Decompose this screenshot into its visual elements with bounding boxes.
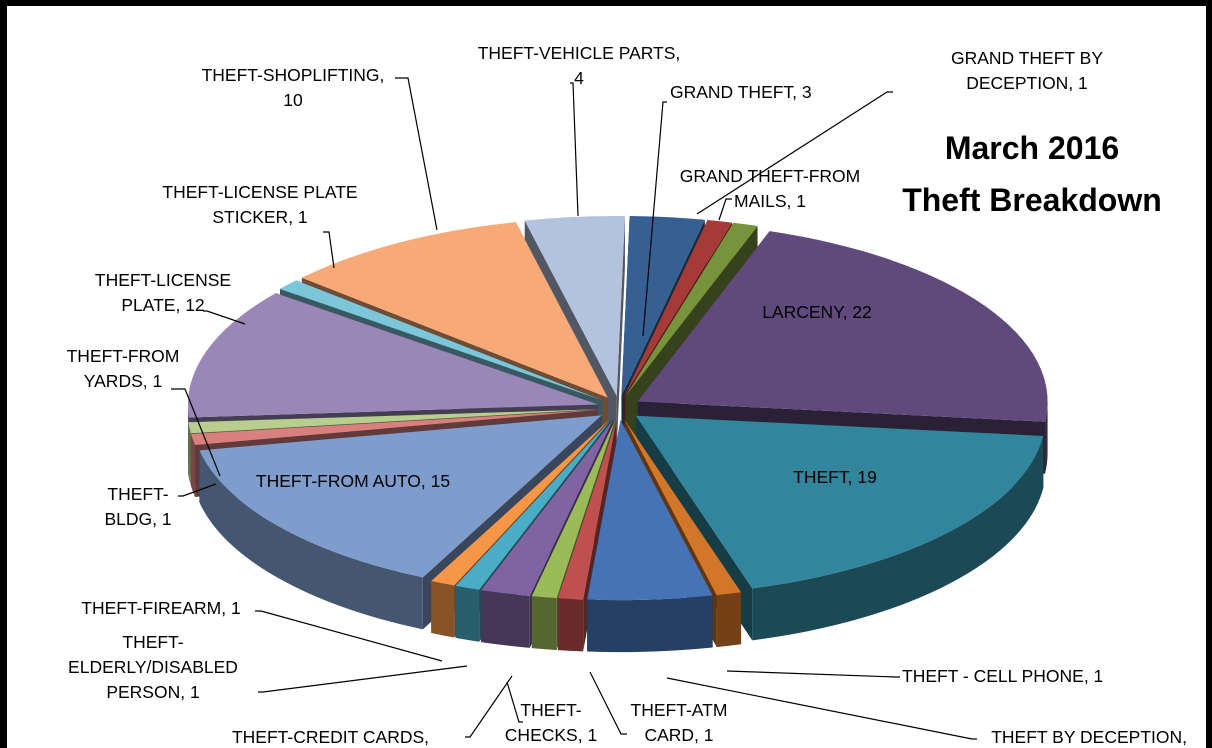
slice-label-0-line-0: GRAND THEFT, 3	[670, 82, 812, 102]
leader-line-11	[255, 610, 443, 662]
leader-line-15	[203, 310, 246, 325]
slice-6	[587, 420, 713, 601]
slice-label-10-line-1: ELDERLY/DISABLED	[68, 657, 238, 677]
leader-line-7	[589, 671, 627, 735]
slice-9	[481, 419, 614, 596]
slice-label-11-line-0: THEFT-FIREARM, 1	[81, 598, 240, 618]
slice-label-4-line-0: THEFT, 19	[793, 467, 877, 487]
slice-10	[455, 419, 612, 590]
leader-line-10	[258, 665, 468, 693]
slice-1	[624, 219, 733, 397]
chart-title-line-1: March 2016	[945, 130, 1119, 166]
leader-line-9	[465, 675, 513, 738]
slice-12	[199, 415, 602, 578]
slice-label-13-line-0: THEFT-	[107, 484, 168, 504]
slice-label-10-line-0: THEFT-	[122, 632, 183, 652]
leader-line-17	[395, 77, 438, 231]
slice-18	[524, 215, 625, 396]
slice-11	[431, 419, 611, 586]
leader-line-14	[171, 388, 221, 477]
slice-label-16-line-1: STICKER, 1	[212, 207, 307, 227]
slice-5	[624, 419, 742, 596]
slice-3	[637, 231, 1048, 422]
slice-17	[301, 222, 608, 398]
slice-label-8-line-1: CHECKS, 1	[505, 725, 597, 745]
leader-line-5	[726, 670, 900, 678]
slice-label-2-line-0: GRAND THEFT-FROM	[680, 166, 861, 186]
slice-label-13-line-1: BLDG, 1	[104, 509, 171, 529]
slice-4	[635, 415, 1044, 589]
leader-line-6	[666, 677, 977, 740]
leader-line-2	[718, 198, 732, 221]
slice-label-18-line-0: THEFT-VEHICLE PARTS,	[478, 43, 681, 63]
slice-label-9-line-0: THEFT-CREDIT CARDS,	[232, 727, 429, 747]
slice-16	[279, 280, 603, 401]
slice-label-15-line-0: THEFT-LICENSE	[95, 270, 231, 290]
slice-label-6-line-0: THEFT BY DECEPTION,	[991, 727, 1187, 747]
slice-label-15-line-1: PLATE, 12	[121, 295, 204, 315]
slice-label-17-line-1: 10	[283, 90, 303, 110]
slice-label-12-line-0: THEFT-FROM AUTO, 15	[256, 471, 450, 491]
slice-label-1-line-0: GRAND THEFT BY	[951, 48, 1103, 68]
slice-label-7-line-0: THEFT-ATM	[631, 700, 728, 720]
leader-line-8	[506, 681, 523, 723]
slice-label-7-line-1: CARD, 1	[644, 725, 713, 745]
slice-label-14-line-1: YARDS, 1	[84, 371, 162, 391]
slice-14	[188, 409, 598, 434]
slice-label-1-line-1: DECEPTION, 1	[966, 73, 1088, 93]
leader-line-1	[696, 91, 893, 215]
slice-8	[531, 419, 616, 599]
chart-title-line-2: Theft Breakdown	[902, 182, 1162, 218]
slice-label-5-line-0: THEFT - CELL PHONE, 1	[902, 666, 1103, 686]
slice-7	[558, 420, 617, 600]
leader-line-18	[570, 82, 579, 217]
leader-line-16	[323, 231, 335, 269]
slice-15	[187, 293, 598, 418]
slice-13	[190, 409, 598, 445]
slice-label-18-line-1: 4	[574, 68, 584, 88]
slice-2	[625, 222, 758, 397]
slice-label-3-line-0: LARCENY, 22	[762, 302, 872, 322]
leader-line-13	[178, 483, 217, 497]
slice-label-10-line-2: PERSON, 1	[106, 682, 199, 702]
pie-chart: GRAND THEFT, 3 GRAND THEFT BY DECEPTION, 1…	[67, 43, 1187, 747]
slice-label-14-line-0: THEFT-FROM	[67, 346, 180, 366]
slice-label-2-line-1: MAILS, 1	[734, 191, 806, 211]
slice-label-16-line-0: THEFT-LICENSE PLATE	[162, 182, 357, 202]
slice-0	[621, 216, 705, 396]
leader-line-0	[642, 101, 667, 337]
slice-label-8-line-0: THEFT-	[520, 700, 581, 720]
slice-label-17-line-0: THEFT-SHOPLIFTING,	[202, 65, 385, 85]
